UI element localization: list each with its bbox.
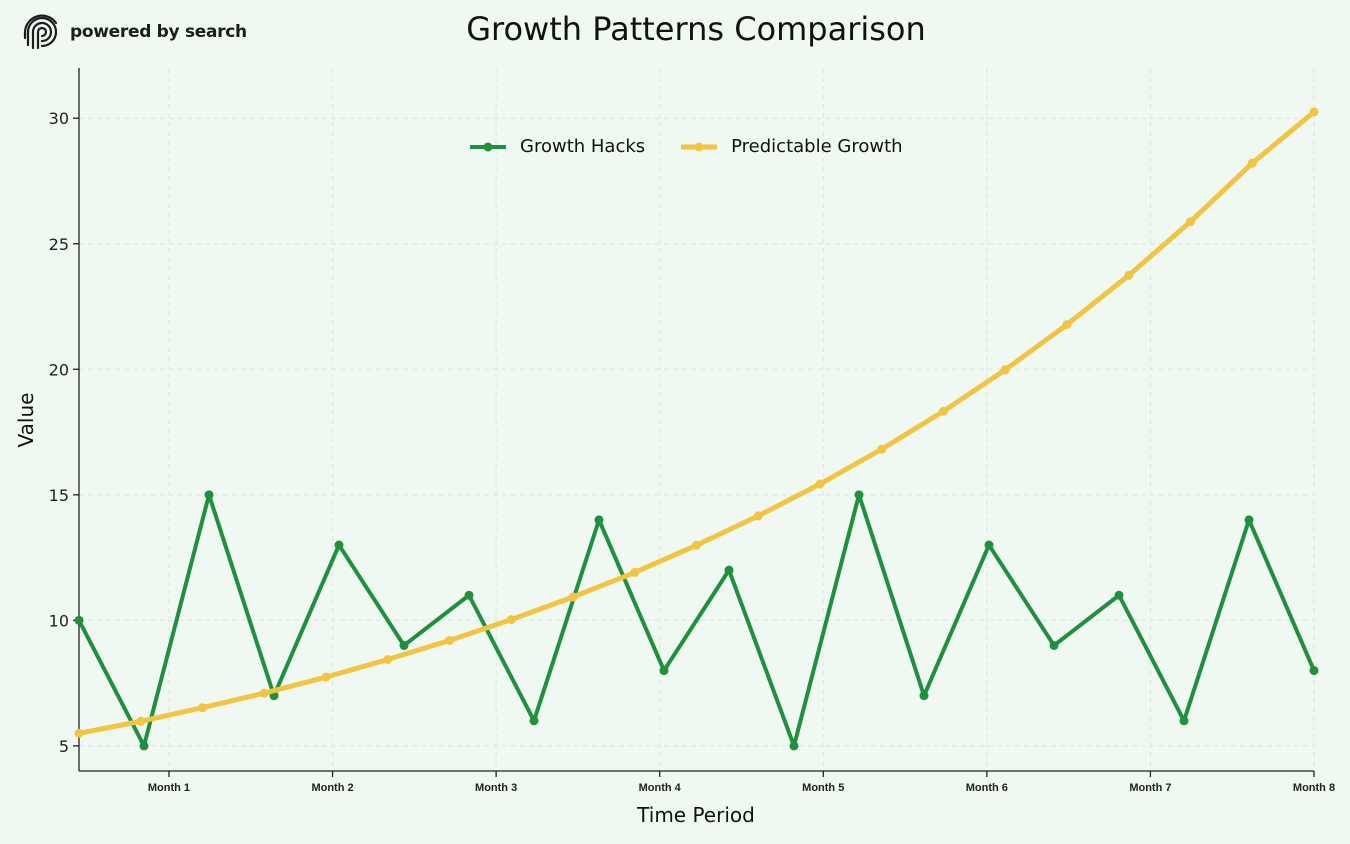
data-point-growth-hacks [529,716,539,726]
y-tick-label: 15 [49,486,69,505]
x-tick-label: Month 7 [1129,782,1171,794]
x-tick-label: Month 8 [1293,782,1335,794]
series-line-growth-hacks [77,492,1316,748]
legend-item-growth-hacks: Growth Hacks [468,136,645,157]
series-line-predictable-growth [76,109,1317,736]
data-point-predictable-growth [74,728,84,738]
data-point-growth-hacks [334,540,344,550]
y-tick-label: 5 [59,737,69,756]
legend-label-growth-hacks: Growth Hacks [520,136,646,157]
x-tick-label: Month 1 [148,782,190,794]
x-tick-label: Month 3 [475,782,517,794]
x-tick-label: Month 2 [311,782,353,794]
y-tick-label: 30 [49,109,69,128]
legend-swatch-predictable-growth [681,142,718,151]
data-point-growth-hacks [204,490,214,500]
legend-label-predictable-growth: Predictable Growth [731,136,903,157]
data-point-growth-hacks [399,640,409,650]
x-axis-label: Time Period [637,803,755,827]
data-point-predictable-growth [1247,158,1257,168]
chart-title: Growth Patterns Comparison [466,10,926,48]
data-point-predictable-growth [568,592,578,602]
data-point-growth-hacks [789,741,799,751]
data-point-growth-hacks [984,540,994,550]
brand-logo: powered by search [22,12,247,52]
y-tick-label: 25 [49,235,69,254]
data-point-predictable-growth [753,511,763,521]
x-tick-label: Month 4 [639,782,682,794]
data-point-growth-hacks [464,590,474,600]
data-point-growth-hacks [659,666,669,676]
data-point-growth-hacks [724,565,734,575]
data-point-predictable-growth [445,635,454,645]
x-tick-label: Month 5 [802,782,844,794]
data-point-predictable-growth [815,479,825,489]
data-point-growth-hacks [139,741,149,751]
chart-legend: Growth Hacks Predictable Growth [468,136,937,157]
fingerprint-p-icon [23,14,58,50]
legend-swatch-growth-hacks [470,142,506,151]
data-point-predictable-growth [1309,107,1319,117]
data-point-growth-hacks [1049,640,1059,650]
data-point-predictable-growth [321,672,331,682]
y-axis-label: Value [14,392,38,448]
data-point-predictable-growth [939,406,948,416]
data-point-predictable-growth [692,540,701,550]
data-point-predictable-growth [383,655,393,665]
data-point-predictable-growth [1000,365,1010,375]
data-point-predictable-growth [1186,217,1195,227]
y-tick-label: 20 [49,360,69,379]
legend-item-predictable-growth: Predictable Growth [679,136,903,157]
brand-logo-text: powered by search [70,22,247,42]
data-point-growth-hacks [594,515,604,525]
data-point-predictable-growth [877,444,887,454]
data-point-growth-hacks [74,615,84,625]
data-point-growth-hacks [1114,590,1124,600]
data-point-predictable-growth [259,688,269,698]
data-point-growth-hacks [1309,666,1319,676]
data-point-growth-hacks [854,490,864,500]
data-point-predictable-growth [1062,320,1072,330]
data-point-predictable-growth [630,567,640,577]
data-point-predictable-growth [198,703,207,713]
data-point-predictable-growth [1124,270,1134,280]
data-point-growth-hacks [1244,515,1254,525]
data-point-growth-hacks [1179,716,1189,726]
data-point-predictable-growth [506,615,516,625]
y-tick-label: 10 [49,611,69,630]
data-point-predictable-growth [136,716,146,726]
x-tick-label: Month 6 [966,782,1008,794]
data-point-growth-hacks [919,691,929,701]
